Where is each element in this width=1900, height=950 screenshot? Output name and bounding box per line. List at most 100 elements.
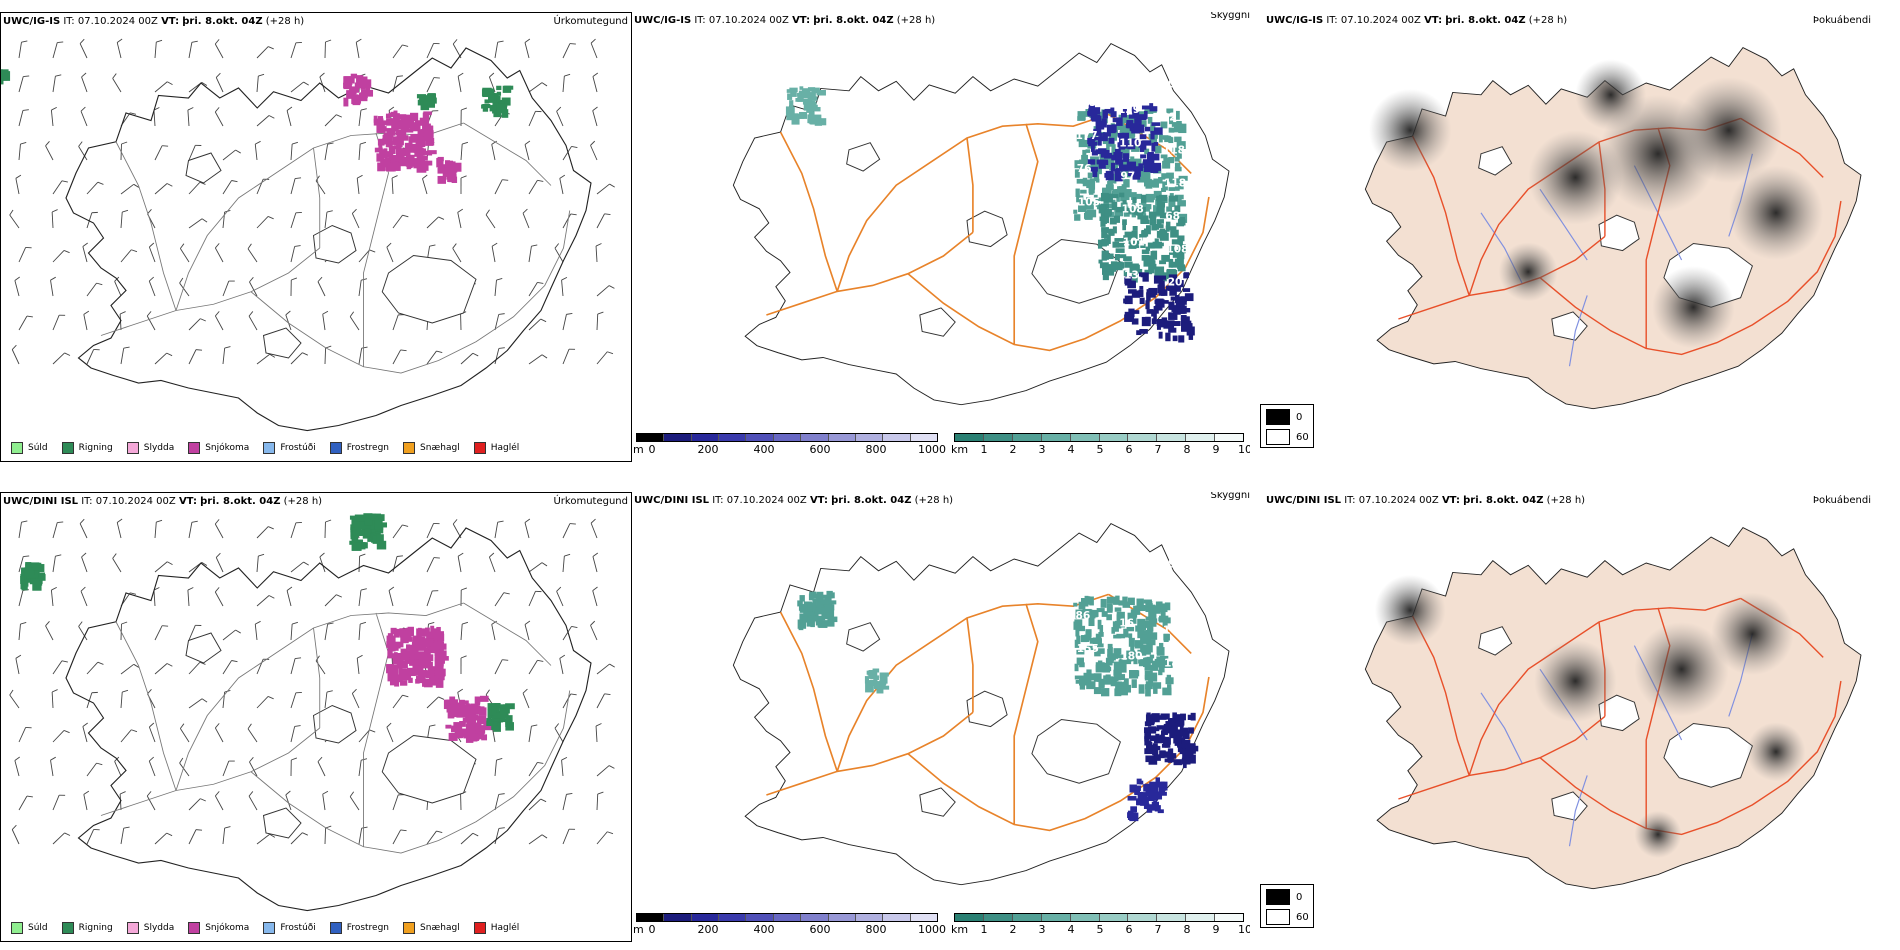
legend-swatch — [61, 921, 74, 934]
legend-item: Frostúði — [263, 921, 316, 934]
legend-swatch — [188, 441, 201, 454]
visibility-areas — [797, 590, 1199, 822]
visibility-tick: 1 — [980, 923, 988, 936]
legend-label: Snæhagl — [420, 922, 460, 933]
cloud-base-value: 110 — [1119, 136, 1141, 149]
legend-item: Frostúði — [263, 441, 316, 454]
it-value: 07.10.2024 00Z — [1358, 495, 1439, 506]
vt-label: VT: — [1424, 15, 1443, 26]
visibility-areas — [785, 86, 1195, 343]
visibility-tick: 6 — [1125, 923, 1133, 936]
cloud-base-tick: 1000 — [918, 923, 946, 936]
cloud-base-unit: m — [633, 923, 644, 936]
precip-areas — [1, 69, 514, 184]
visibility-tick: 3 — [1038, 923, 1046, 936]
lead-time: (+28 h) — [896, 15, 936, 26]
precip-type-panel: UWC/IG-IS IT: 07.10.2024 00Z VT: þri. 8.… — [0, 12, 632, 462]
precip-map — [9, 513, 615, 912]
vt-value: þri. 8.okt. 04Z — [182, 16, 263, 27]
fog-shading — [1368, 59, 1824, 349]
legend-label: Frostúði — [280, 442, 316, 453]
vt-value: þri. 8.okt. 04Z — [831, 495, 912, 506]
model-name: UWC/DINI ISL — [1266, 495, 1342, 506]
vt-label: VT: — [161, 16, 180, 27]
model-name: UWC/IG-IS — [634, 15, 692, 26]
cloud-base-value: 22 — [1162, 110, 1177, 123]
fog-map — [1364, 47, 1862, 410]
visibility-tick: 9 — [1212, 443, 1220, 456]
cloud-base-value: 20 — [1168, 276, 1183, 289]
visibility-colorbar: km 1 2 3 4 5 6 7 8 9 10 — [951, 433, 1250, 456]
vt-label: VT: — [792, 15, 811, 26]
visibility-tick: 8 — [1183, 443, 1191, 456]
legend-item: Snæhagl — [403, 441, 460, 454]
visibility-tick: 9 — [1212, 923, 1220, 936]
legend-item: Snjókoma — [188, 921, 250, 934]
cloud-base-value: 752 — [1074, 576, 1096, 589]
lead-time: (+28 h) — [265, 16, 305, 27]
visibility-tick: 10 — [1238, 443, 1250, 456]
cloud-base-value: 18 — [1164, 656, 1179, 669]
model-name: UWC/IG-IS — [3, 16, 61, 27]
legend-swatch — [11, 921, 23, 934]
fog-scale-key: 0 60 — [1260, 884, 1314, 928]
cloud-base-tick: 400 — [753, 923, 775, 936]
precip-areas — [20, 513, 515, 743]
visibility-tick: 7 — [1154, 923, 1162, 936]
cloud-base-tick: 200 — [697, 443, 719, 456]
it-value: 07.10.2024 00Z — [1340, 15, 1421, 26]
precip-legend: Súld Rigning Slydda Snjókoma Frostúði Frostre… — [1, 914, 631, 941]
legend-item: Frostregn — [329, 921, 390, 934]
legend-swatch — [403, 441, 416, 454]
cloud-base-value: 166 — [1117, 550, 1139, 563]
model-name: UWC/DINI ISL — [634, 495, 710, 506]
vt-value: þri. 8.okt. 04Z — [1445, 15, 1526, 26]
iceland-map — [1, 47, 592, 432]
legend-swatch — [263, 441, 276, 454]
fog-map — [1364, 527, 1862, 890]
legend-label: Slydda — [143, 922, 175, 933]
cloud-visibility-panel: UWC/DINI ISL IT: 07.10.2024 00Z VT: þri.… — [632, 492, 1250, 942]
legend-swatch — [263, 921, 276, 934]
legend-label: Súld — [28, 442, 48, 453]
glacier-outline — [262, 327, 302, 359]
cloud-base-labels: 606 166 78 752 77 110 86 16 105 155 180 18 — [1073, 543, 1185, 669]
iceland-map: 168 201 200 155 129 22 177 110 118 76 97 118 105 108 6… — [732, 43, 1230, 406]
legend-swatch — [329, 441, 342, 454]
panel-title: UWC/IG-IS IT: 07.10.2024 00Z VT: þri. 8.… — [3, 16, 304, 27]
cloud-base-value: 118 — [1164, 176, 1186, 189]
fog-scale-min: 0 — [1296, 411, 1303, 423]
panel-title: UWC/IG-IS IT: 07.10.2024 00Z VT: þri. 8.… — [634, 15, 935, 26]
visibility-tick: 2 — [1009, 923, 1017, 936]
panel-title: UWC/IG-IS IT: 07.10.2024 00Z VT: þri. 8.… — [1266, 15, 1567, 26]
legend-item: Rigning — [61, 441, 113, 454]
precip-type-title: Úrkomutegund — [553, 16, 628, 27]
vt-value: þri. 8.okt. 04Z — [1463, 495, 1544, 506]
legend-label: Rigning — [78, 442, 113, 453]
legend-label: Snjókoma — [205, 922, 250, 933]
cloud-base-value: 97 — [1120, 169, 1135, 182]
legend-label: Frostúði — [280, 922, 316, 933]
legend-item: Rigning — [61, 921, 113, 934]
legend-label: Frostregn — [346, 922, 390, 933]
legend-swatch — [126, 921, 139, 934]
legend-label: Slydda — [143, 442, 175, 453]
cloud-base-value: 177 — [1076, 129, 1098, 142]
cloud-base-tick: 0 — [648, 443, 656, 456]
legend-swatch — [403, 921, 416, 934]
lead-time: (+28 h) — [914, 495, 954, 506]
cloud-base-value: 180 — [1120, 649, 1142, 662]
cloud-base-value: 155 — [1077, 642, 1099, 655]
it-label: IT: — [1344, 495, 1356, 506]
lead-time: (+28 h) — [283, 496, 323, 507]
cloud-base-tick: 800 — [865, 443, 887, 456]
fog-indicator-panel: 0 60 UWC/IG-IS IT: 07.10.2024 00Z VT: þri.… — [1254, 12, 1874, 462]
wind-barbs — [9, 518, 615, 845]
vt-value: þri. 8.okt. 04Z — [813, 15, 894, 26]
visibility-unit: km — [951, 443, 969, 456]
iceland-map — [1364, 527, 1862, 890]
cloud-base-value: 76 — [1077, 162, 1092, 175]
fog-scale-max: 60 — [1296, 431, 1309, 443]
cloud-base-value: 13 — [1124, 268, 1139, 281]
model-name: UWC/DINI ISL — [3, 496, 79, 507]
